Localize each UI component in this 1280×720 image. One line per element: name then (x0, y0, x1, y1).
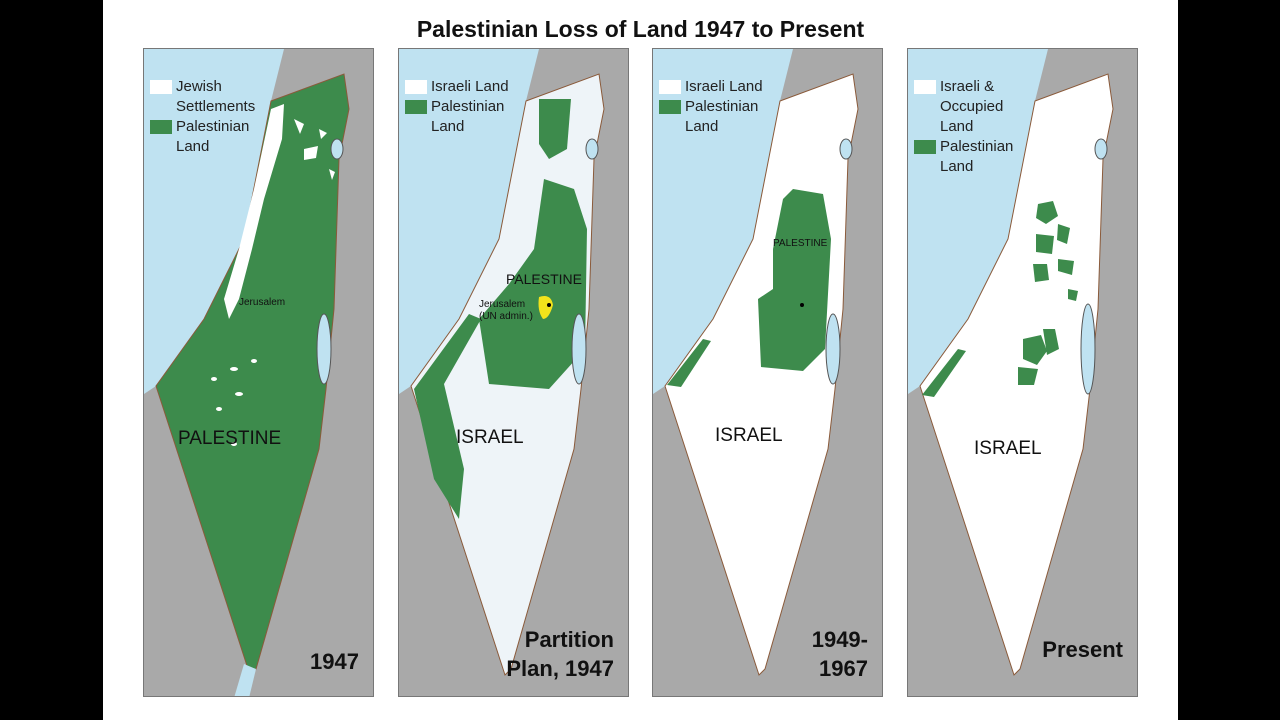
legend-item-palestinian: Palestinian Land (150, 117, 286, 157)
galilee-region (539, 99, 571, 159)
sea-of-galilee (330, 138, 344, 160)
caption-year: Present (1042, 637, 1123, 662)
label-palestine: PALESTINE (178, 428, 282, 449)
swatch-green (150, 120, 172, 134)
sea-of-galilee (1094, 138, 1108, 160)
map-partition-plan: Israeli Land Palestinian Land PALESTINE … (398, 48, 629, 697)
map-1949-1967: Israeli Land Palestinian Land PALESTINE … (652, 48, 883, 697)
gulf-of-aqaba (234, 664, 256, 696)
dead-sea (1080, 303, 1096, 395)
page-title: Palestinian Loss of Land 1947 to Present (416, 16, 865, 42)
jerusalem-dot (800, 303, 804, 307)
caption-year: Partition Plan, 1947 (506, 627, 614, 681)
sea (399, 49, 539, 394)
label-palestine: PALESTINE (773, 238, 828, 249)
palestinian-enclaves (922, 201, 1078, 397)
swatch-white (150, 80, 172, 94)
map-partition (399, 49, 628, 696)
label-israel: ISRAEL (974, 438, 1042, 459)
jerusalem-dot (547, 303, 551, 307)
west-bank-region (479, 179, 587, 389)
legend-item-settlements: Jewish Settlements (150, 77, 286, 117)
swatch-green (405, 100, 427, 114)
map-present-day (908, 49, 1137, 696)
label-palestine: PALESTINE (506, 271, 582, 287)
gaza-strip (667, 339, 711, 387)
legend-item-israeli: Israeli Land (659, 77, 775, 97)
legend: Israeli Land Palestinian Land (659, 77, 775, 137)
legend-item-palestinian: Palestinian Land (405, 97, 521, 137)
swatch-green (914, 140, 936, 154)
legend-item-palestinian: Palestinian Land (659, 97, 775, 137)
coastal-region (414, 314, 481, 519)
palestinian-land (155, 73, 350, 676)
swatch-green (659, 100, 681, 114)
settlement-spots (211, 359, 257, 446)
jerusalem-un-zone (538, 296, 553, 319)
label-israel: ISRAEL (456, 427, 524, 448)
swatch-white (914, 80, 936, 94)
legend: Israeli & Occupied Land Palestinian Land (914, 77, 1030, 177)
map-armistice (653, 49, 882, 696)
caption-year: 1949- 1967 (811, 627, 868, 681)
dead-sea (316, 313, 332, 385)
caption-year: 1947 (310, 649, 359, 674)
dead-sea (825, 313, 841, 385)
label-israel: ISRAEL (715, 425, 783, 446)
legend-item-israeli: Israeli Land (405, 77, 521, 97)
label-un-admin: (UN admin.) (479, 311, 533, 322)
label-jerusalem: Jerusalem (479, 299, 526, 310)
dead-sea (571, 313, 587, 385)
jewish-settlements (224, 104, 335, 319)
sea-of-galilee (585, 138, 599, 160)
legend: Israeli Land Palestinian Land (405, 77, 521, 137)
israeli-land (919, 73, 1114, 676)
west-bank (758, 189, 831, 371)
sea-of-galilee (839, 138, 853, 160)
swatch-white (659, 80, 681, 94)
sea (653, 49, 793, 394)
legend-item-palestinian: Palestinian Land (914, 137, 1030, 177)
legend: Jewish Settlements Palestinian Land (150, 77, 286, 157)
label-jerusalem: Jerusalem (239, 297, 286, 308)
swatch-white (405, 80, 427, 94)
map-1947 (144, 49, 373, 696)
legend-item-israeli-occupied: Israeli & Occupied Land (914, 77, 1030, 137)
sea (144, 49, 284, 394)
map-present: Israeli & Occupied Land Palestinian Land… (907, 48, 1138, 697)
sea (908, 49, 1048, 394)
map-panel-1947: Jewish Settlements Palestinian Land PALE… (143, 48, 374, 697)
